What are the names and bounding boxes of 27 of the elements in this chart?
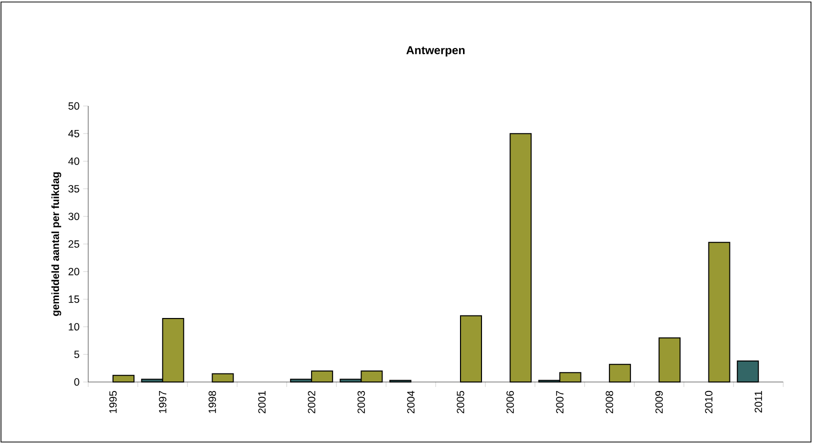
- y-tick-label: 45: [68, 130, 80, 138]
- y-axis-title: gemiddeld aantal per fuikdag: [51, 172, 62, 316]
- y-tick-label: 35: [68, 185, 80, 193]
- y-tick-label: 15: [68, 296, 80, 303]
- y-tick-label: 10: [68, 323, 80, 331]
- x-tick-label: 2007: [556, 391, 564, 414]
- chart-title: Antwerpen: [406, 46, 465, 56]
- x-tick-label: 2010: [705, 390, 712, 414]
- y-tick-label: 0: [74, 378, 80, 386]
- x-tick-label: 2004: [407, 390, 415, 414]
- x-tick-label: 1995: [109, 390, 117, 413]
- y-tick-label: 30: [68, 212, 80, 220]
- y-tick-label: 50: [68, 102, 80, 110]
- x-tick-label: 2002: [308, 391, 316, 414]
- x-tick-label: 2008: [606, 390, 614, 414]
- y-tick-label: 40: [68, 158, 80, 165]
- x-tick-label: 1998: [208, 390, 216, 413]
- x-tick-label: 1997: [158, 391, 166, 413]
- x-tick-label: 2011: [754, 391, 762, 412]
- y-tick-label: 20: [68, 268, 80, 276]
- x-tick-label: 2009: [655, 391, 663, 414]
- x-tick-label: 2001: [258, 391, 266, 414]
- y-tick-label: 5: [74, 350, 80, 358]
- y-tick-label: 25: [68, 240, 80, 248]
- x-tick-label: 2005: [456, 390, 464, 414]
- x-tick-label: 2003: [358, 390, 365, 414]
- x-tick-label: 2006: [506, 390, 514, 414]
